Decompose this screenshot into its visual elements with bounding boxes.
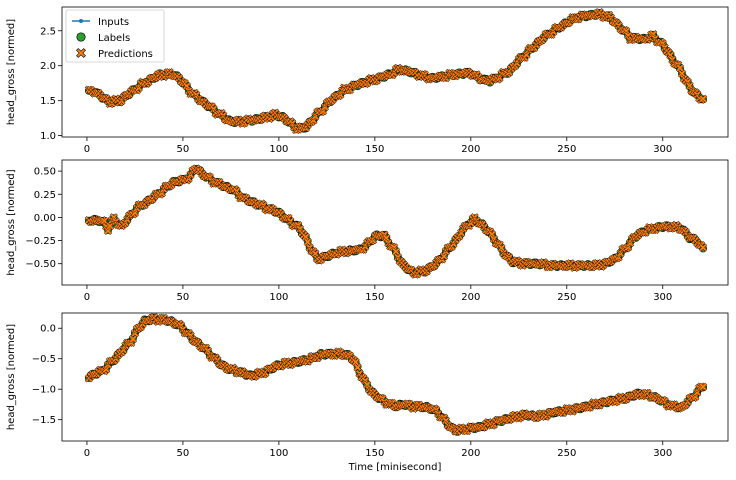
x-tick-label: 100 [269,144,288,155]
y-axis-label: head_gross [normed] [6,169,17,275]
legend-entry-label: Labels [98,33,130,44]
x-tick-label: 50 [177,292,190,303]
x-tick-label: 0 [84,448,90,459]
y-tick-label: 1.0 [40,131,56,142]
x-tick-label: 250 [557,448,576,459]
legend-entry-label: Inputs [98,17,129,28]
y-axis-label: head_gross [normed] [6,19,17,125]
subplot-2: 0 50 100 150 200 250 300 −0.50 −0.25 0.00 0.25 0.50… [6,159,729,303]
x-tick-label: 300 [653,448,672,459]
x-tick-label: 100 [269,448,288,459]
x-tick-label: 200 [461,448,480,459]
prediction-point [698,382,708,392]
legend-entry-label: Predictions [98,49,153,60]
y-tick-label: −0.50 [25,259,56,270]
x-tick-label: 100 [269,292,288,303]
x-axis-label: Time [minisecond] [348,462,442,473]
y-tick-label: −0.25 [25,236,56,247]
subplot-1: 0 50 100 150 200 250 300 1.0 1.5 2.0 2.5 head_gross… [6,6,729,155]
x-tick-label: 250 [557,144,576,155]
legend-frame [65,9,165,63]
x-tick-label: 200 [461,144,480,155]
plot-area [61,159,729,286]
y-axis-label: head_gross [normed] [6,324,17,430]
prediction-point [128,334,138,344]
x-tick-label: 0 [84,292,90,303]
y-tick-label: 0.50 [34,167,56,178]
x-tick-label: 50 [177,448,190,459]
prediction-point [105,221,115,231]
y-tick-label: 2.0 [40,61,56,72]
prediction-point [698,94,708,103]
y-tick-label: 0.25 [34,190,56,201]
legend-predictions-marker [76,48,86,58]
x-tick-label: 0 [84,144,90,155]
y-tick-label: 2.5 [40,26,56,37]
prediction-point [353,363,362,372]
y-tick-label: −1.5 [32,415,56,426]
legend: Inputs Labels Predictions [65,9,165,63]
x-tick-label: 150 [365,292,384,303]
subplot-3: 0 50 100 150 200 250 300 −1.5 −1.0 −0.5 0.0 head_gr… [6,312,729,473]
x-tick-label: 150 [365,144,384,155]
y-tick-label: −0.5 [32,354,56,365]
y-tick-label: 0.0 [40,324,56,335]
x-tick-label: 300 [653,144,672,155]
x-tick-label: 300 [653,292,672,303]
y-tick-label: 1.5 [40,96,56,107]
legend-labels-marker [76,32,86,42]
plot-area [61,312,729,442]
y-tick-label: 0.00 [34,213,56,224]
prediction-point [698,243,708,252]
x-tick-label: 150 [365,448,384,459]
x-tick-label: 250 [557,292,576,303]
x-tick-label: 200 [461,292,480,303]
y-tick-label: −1.0 [32,385,56,396]
x-tick-label: 50 [177,144,190,155]
legend-inputs-marker [79,19,83,23]
